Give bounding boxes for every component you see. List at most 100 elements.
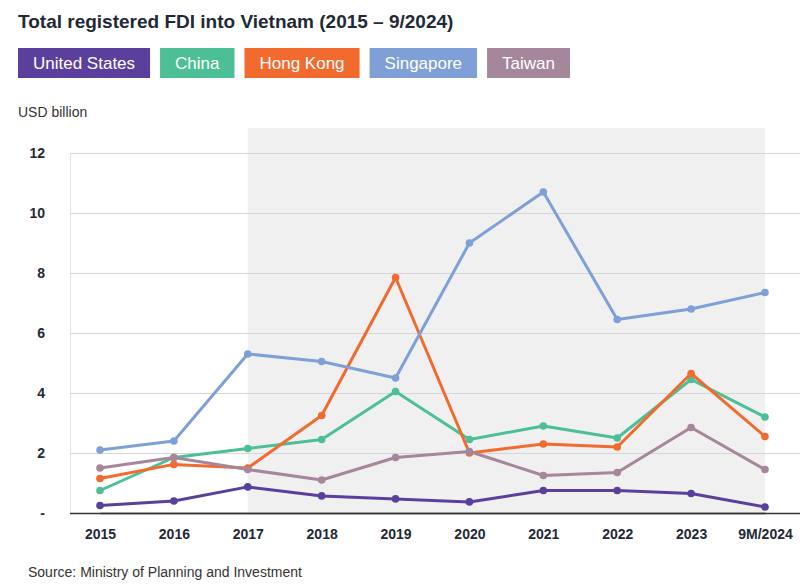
- marker: [687, 490, 695, 498]
- marker: [761, 413, 769, 421]
- marker: [170, 461, 178, 469]
- marker: [613, 434, 621, 442]
- marker: [244, 483, 252, 491]
- chart: Total registered FDI into Vietnam (2015 …: [0, 0, 808, 588]
- x-tick-label: 2015: [85, 526, 116, 542]
- marker: [466, 436, 474, 444]
- marker: [466, 498, 474, 506]
- marker: [244, 445, 252, 453]
- x-tick-label: 2018: [307, 526, 338, 542]
- marker: [687, 424, 695, 432]
- legend-swatch: [244, 48, 359, 78]
- marker: [687, 305, 695, 313]
- y-tick: 12: [29, 145, 800, 161]
- y-tick-label: 10: [29, 205, 45, 221]
- series: [96, 424, 769, 484]
- x-tick: 9M/2024: [738, 513, 793, 542]
- marker: [613, 316, 621, 324]
- x-tick-label: 2016: [159, 526, 190, 542]
- grid-line: [70, 393, 800, 394]
- y-tick-label: 8: [37, 265, 45, 281]
- marker: [761, 289, 769, 297]
- series: [96, 483, 769, 511]
- marker: [392, 388, 400, 396]
- legend-item: United States: [18, 48, 150, 78]
- legend: United States China Hong Kong Singapore Taiw…: [18, 48, 570, 78]
- x-axis: 2015 2016 2017 2018 2019 2020 2021 2022 2023 9M/2…: [85, 513, 793, 542]
- x-tick-label: 9M/2024: [738, 526, 793, 542]
- marker: [318, 492, 326, 500]
- marker: [687, 370, 695, 378]
- legend-item: China: [160, 48, 234, 78]
- marker: [540, 422, 548, 430]
- series-line: [100, 487, 765, 507]
- marker: [96, 446, 104, 454]
- x-axis-line: [101, 513, 766, 515]
- series-line: [100, 380, 765, 491]
- legend-swatch: [18, 48, 150, 78]
- legend-label: Singapore: [385, 54, 463, 73]
- marker: [613, 487, 621, 495]
- y-tick-label: 4: [37, 385, 45, 401]
- x-tick-label: 2019: [380, 526, 411, 542]
- marker: [613, 469, 621, 477]
- marker: [318, 358, 326, 366]
- highlight-band: [248, 128, 765, 513]
- x-tick-label: 2020: [454, 526, 485, 542]
- x-tick: 2020: [454, 513, 485, 542]
- marker: [466, 448, 474, 456]
- plot-area: [96, 188, 769, 511]
- marker: [318, 436, 326, 444]
- marker: [392, 495, 400, 503]
- y-tick: -: [40, 505, 800, 521]
- x-tick: 2016: [159, 513, 190, 542]
- marker: [96, 502, 104, 510]
- y-tick-label: 6: [37, 325, 45, 341]
- grid-line: [70, 153, 800, 154]
- series: [96, 376, 769, 495]
- legend-item: Hong Kong: [244, 48, 359, 78]
- legend-label: Taiwan: [502, 54, 555, 73]
- y-tick-label: 2: [37, 445, 45, 461]
- x-tick: 2015: [85, 513, 116, 542]
- x-tick-label: 2021: [528, 526, 559, 542]
- y-axis-line: [71, 154, 801, 514]
- y-tick: 8: [37, 265, 800, 281]
- source: Source: Ministry of Planning and Investm…: [28, 564, 302, 580]
- marker: [96, 487, 104, 495]
- y-tick: 10: [29, 205, 800, 221]
- series-line: [100, 192, 765, 450]
- x-tick: 2018: [307, 513, 338, 542]
- legend-label: United States: [33, 54, 135, 73]
- x-tick: 2017: [233, 513, 264, 542]
- series: [96, 188, 769, 454]
- marker: [318, 412, 326, 420]
- y-tick-label: 12: [29, 145, 45, 161]
- series: [96, 274, 769, 483]
- x-tick-label: 2023: [676, 526, 707, 542]
- marker: [761, 466, 769, 474]
- grid-line: [70, 333, 800, 334]
- marker: [170, 497, 178, 505]
- x-tick: 2022: [602, 513, 633, 542]
- y-axis: - 2 4 6 8 10 12: [29, 145, 800, 521]
- marker: [392, 454, 400, 462]
- marker: [96, 475, 104, 483]
- legend-label: Hong Kong: [259, 54, 344, 73]
- legend-swatch: [487, 48, 570, 78]
- marker: [170, 454, 178, 462]
- legend-item: Taiwan: [487, 48, 570, 78]
- marker: [540, 487, 548, 495]
- x-tick: 2021: [528, 513, 559, 542]
- marker: [96, 464, 104, 472]
- marker: [392, 274, 400, 282]
- legend-label: China: [175, 54, 220, 73]
- marker: [244, 350, 252, 358]
- marker: [170, 454, 178, 462]
- legend-item: Singapore: [370, 48, 478, 78]
- y-tick-label: -: [40, 505, 45, 521]
- x-tick: 2023: [676, 513, 707, 542]
- y-tick: 2: [37, 445, 800, 461]
- marker: [540, 440, 548, 448]
- marker: [613, 443, 621, 451]
